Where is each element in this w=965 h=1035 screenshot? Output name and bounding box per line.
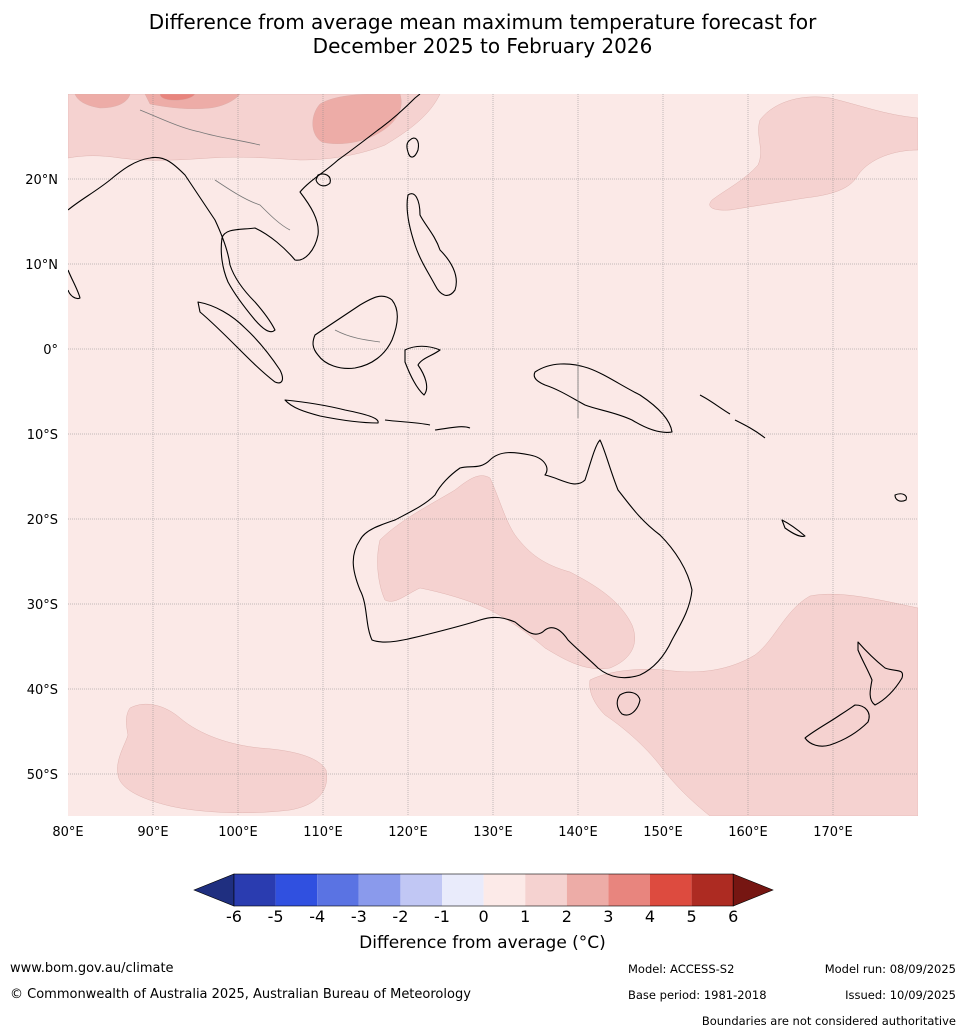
lat-label: 40°S bbox=[27, 683, 58, 698]
coast-borneo bbox=[312, 295, 398, 369]
colorbar: -6 -5 -4 -3 -2 -1 0 1 2 3 4 5 6 bbox=[193, 873, 774, 926]
coastlines bbox=[68, 94, 907, 747]
coast-philippines bbox=[406, 193, 457, 296]
title-line-1: Difference from average mean maximum tem… bbox=[148, 10, 817, 34]
anomaly-zone-tibet bbox=[159, 94, 196, 101]
coast-sulawesi bbox=[404, 345, 441, 396]
lon-label: 100°E bbox=[218, 825, 258, 840]
coast-tasmania bbox=[616, 691, 641, 716]
colorbar-ticks: -6 -5 -4 -3 -2 -1 0 1 2 3 4 5 6 bbox=[226, 907, 738, 926]
lat-label: 20°S bbox=[27, 513, 58, 528]
lon-label: 160°E bbox=[728, 825, 768, 840]
colorbar-tick-label: 5 bbox=[687, 907, 697, 926]
footer-issued: Issued: 10/09/2025 bbox=[845, 988, 956, 1002]
colorbar-segment bbox=[566, 874, 609, 906]
colorbar-segment bbox=[525, 874, 567, 906]
footer-disclaimer: Boundaries are not considered authoritat… bbox=[701, 1014, 956, 1028]
lat-label: 30°S bbox=[27, 598, 58, 613]
coast-india bbox=[68, 269, 81, 300]
colorbar-segment bbox=[650, 874, 692, 906]
lon-label: 120°E bbox=[388, 825, 428, 840]
footer-model-run: Model run: 08/09/2025 bbox=[824, 962, 956, 976]
colorbar-segment bbox=[317, 874, 359, 906]
coast-new-guinea bbox=[533, 363, 673, 433]
footer-model: Model: ACCESS-S2 bbox=[628, 962, 735, 976]
colorbar-tick-label: 0 bbox=[479, 907, 489, 926]
anomaly-zone-south-china bbox=[312, 94, 402, 144]
coast-taiwan bbox=[406, 137, 419, 158]
footer-base-period: Base period: 1981-2018 bbox=[628, 988, 767, 1002]
colorbar-segment bbox=[400, 874, 442, 906]
lat-label: 10°N bbox=[25, 258, 58, 273]
lat-label: 50°S bbox=[27, 768, 58, 783]
lon-label: 80°E bbox=[52, 825, 83, 840]
colorbar-tick-label: 2 bbox=[562, 907, 572, 926]
colorbar-segment bbox=[358, 874, 401, 906]
colorbar-tick-label: -5 bbox=[268, 907, 284, 926]
colorbar-extend-high bbox=[732, 873, 774, 907]
colorbar-tick-label: 1 bbox=[520, 907, 530, 926]
colorbar-tick-label: -6 bbox=[226, 907, 242, 926]
lon-label: 170°E bbox=[813, 825, 853, 840]
colorbar-segment bbox=[275, 874, 318, 906]
colorbar-tick-label: -3 bbox=[351, 907, 367, 926]
colorbar-extend-low bbox=[193, 873, 235, 907]
lat-label: 10°S bbox=[27, 428, 58, 443]
coast-solomon-islands bbox=[699, 394, 766, 439]
lat-label: 20°N bbox=[25, 173, 58, 188]
colorbar-tick-label: -4 bbox=[309, 907, 325, 926]
coast-sumatra bbox=[197, 301, 284, 384]
coast-nz-south bbox=[804, 704, 870, 747]
colorbar-tick-label: 6 bbox=[728, 907, 738, 926]
coast-lesser-sunda bbox=[384, 419, 471, 431]
anomaly-zone-southern-ocean bbox=[589, 594, 918, 816]
lon-label: 110°E bbox=[303, 825, 343, 840]
colorbar-tick-label: -1 bbox=[434, 907, 450, 926]
map-area bbox=[68, 94, 918, 816]
footer-copyright: © Commonwealth of Australia 2025, Austra… bbox=[10, 987, 471, 1002]
anomaly-zone-north-pacific bbox=[709, 96, 918, 211]
footer-url: www.bom.gov.au/climate bbox=[10, 961, 174, 976]
coast-fiji bbox=[894, 493, 907, 502]
lat-label: 0° bbox=[43, 343, 58, 358]
coast-java bbox=[284, 399, 379, 424]
lon-label: 90°E bbox=[137, 825, 168, 840]
colorbar-segment bbox=[442, 874, 484, 906]
colorbar-tick-label: -2 bbox=[392, 907, 408, 926]
longitude-labels: 80°E 90°E 100°E 110°E 120°E 130°E 140°E … bbox=[52, 825, 852, 840]
coast-mainland-asia bbox=[68, 94, 421, 333]
colorbar-tick-label: 3 bbox=[603, 907, 613, 926]
colorbar-segment bbox=[483, 874, 526, 906]
colorbar-tick-label: 4 bbox=[645, 907, 655, 926]
coast-australia bbox=[352, 439, 693, 679]
colorbar-frame bbox=[233, 873, 734, 907]
anomaly-zone-indian-ocean bbox=[117, 704, 327, 813]
coast-new-caledonia bbox=[781, 519, 806, 537]
lon-label: 150°E bbox=[643, 825, 683, 840]
lon-label: 130°E bbox=[473, 825, 513, 840]
colorbar-segment bbox=[608, 874, 650, 906]
latitude-labels: 20°N 10°N 0° 10°S 20°S 30°S 40°S 50°S bbox=[25, 173, 58, 783]
anomaly-zone-himalaya bbox=[74, 94, 131, 109]
title-line-2: December 2025 to February 2026 bbox=[312, 34, 653, 58]
anomaly-zone-australia bbox=[377, 475, 635, 669]
colorbar-segment bbox=[234, 874, 276, 906]
colorbar-label: Difference from average (°C) bbox=[359, 933, 606, 953]
coast-nz-north bbox=[857, 641, 904, 706]
lon-label: 140°E bbox=[558, 825, 598, 840]
colorbar-segment bbox=[691, 874, 734, 906]
coast-hainan bbox=[315, 173, 331, 187]
borders bbox=[139, 109, 579, 418]
map-title: Difference from average mean maximum tem… bbox=[0, 10, 965, 58]
